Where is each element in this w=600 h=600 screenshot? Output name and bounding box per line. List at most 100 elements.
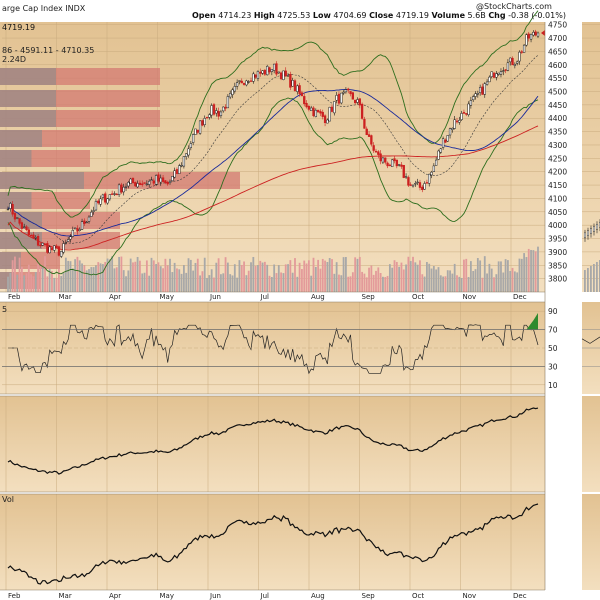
volume-bar — [409, 261, 412, 292]
candle-body — [435, 159, 438, 166]
candle-body — [115, 193, 118, 196]
volume-bar — [199, 275, 201, 292]
volume-bar — [34, 272, 37, 292]
candle-body — [222, 106, 225, 112]
volume-bar — [525, 257, 528, 292]
candle-body — [173, 170, 176, 178]
candle-body — [328, 106, 331, 122]
volume-bar — [14, 256, 16, 292]
candle-body — [411, 184, 415, 187]
volume-bar — [349, 276, 352, 292]
candle-body — [421, 186, 424, 191]
volume-bar — [182, 265, 185, 292]
volume-bar — [347, 276, 350, 292]
month-axis: Feb Feb Mar Mar Apr Apr May May Jun Jun Jul Jul Aug A… — [0, 22, 546, 600]
candle-body — [240, 80, 243, 84]
candle-body — [291, 80, 294, 87]
cumulative-line — [7, 407, 539, 475]
volume-bar — [25, 273, 28, 292]
volume-bar — [132, 262, 134, 292]
candle-body — [238, 80, 241, 82]
candle-body — [354, 99, 357, 104]
volume-bar — [497, 261, 500, 292]
candle-body — [150, 179, 153, 181]
volume-bar — [307, 260, 310, 292]
volume-bar — [361, 271, 364, 292]
candle-body — [377, 151, 380, 155]
month-label: Apr — [109, 293, 121, 301]
volume-bar — [129, 258, 132, 292]
candle-body — [397, 164, 401, 166]
volume-bar — [502, 272, 505, 292]
volume-bar — [166, 265, 169, 292]
volume-bar — [518, 258, 521, 292]
candle-body — [247, 81, 250, 83]
volume-bar — [83, 265, 86, 292]
volume-bar — [92, 267, 95, 292]
volume-bar — [11, 260, 14, 292]
candle-body — [203, 118, 206, 125]
header-index-title: arge Cap Index INDX — [2, 4, 86, 13]
volume-bar — [391, 267, 394, 292]
volume-bar — [48, 268, 51, 292]
volume-bar — [252, 256, 255, 292]
vbp-bar-up — [0, 130, 42, 147]
candle-body — [178, 165, 181, 174]
volume-bar — [203, 257, 206, 292]
side-volume-bar — [596, 262, 598, 292]
volume-bar — [463, 259, 465, 292]
candle-body — [161, 177, 165, 182]
rsi-tick-label: 10 — [548, 381, 558, 390]
side-volume-bar — [590, 266, 592, 292]
candle-body — [104, 193, 107, 203]
rsi-line — [8, 313, 539, 375]
volume-bar — [356, 258, 359, 292]
volume-bar — [345, 256, 347, 292]
bollinger-bands — [7, 10, 539, 276]
volume-bar — [328, 258, 331, 292]
candle-body — [326, 119, 329, 124]
volume-bar — [231, 275, 234, 292]
candle-body — [110, 193, 114, 195]
candle-body — [205, 117, 209, 119]
volume-bar — [173, 262, 176, 292]
candle-body — [474, 93, 477, 97]
candle-body — [50, 247, 54, 251]
candle-body — [469, 100, 473, 106]
candle-body — [532, 31, 535, 36]
y-tick-label: 4250 — [548, 154, 567, 163]
volume-bar — [530, 249, 532, 292]
candle-body — [381, 157, 385, 163]
rsi-tick-label: 50 — [548, 344, 558, 353]
volume-bar — [169, 258, 171, 292]
volume-bar — [321, 258, 324, 292]
candle-body — [499, 71, 503, 75]
volume-bar — [85, 270, 88, 292]
candle-body — [444, 139, 447, 143]
price-candles — [6, 29, 540, 259]
candle-body — [437, 150, 440, 160]
vbp-bar-up — [0, 150, 32, 167]
candle-body — [97, 200, 100, 204]
volume-bar — [58, 268, 60, 292]
candle-body — [388, 164, 392, 167]
candle-body — [483, 83, 486, 95]
candle-body — [34, 237, 37, 239]
volume-bar — [435, 269, 438, 292]
side-cum-panel-bg — [582, 396, 600, 492]
candle-body — [428, 173, 431, 184]
month-label-bottom: Feb — [8, 592, 21, 600]
volume-bar — [310, 275, 313, 292]
volume-bar — [453, 263, 456, 292]
volume-bar — [395, 261, 398, 292]
candle-body — [300, 92, 304, 97]
candle-body — [478, 87, 482, 93]
volume-bar — [185, 272, 188, 292]
rsi-overbought-fill — [526, 313, 538, 330]
candle-body — [76, 228, 79, 232]
candle-body — [57, 246, 61, 256]
candle-body — [425, 182, 429, 184]
volume-bar — [76, 256, 79, 292]
volume-bar — [74, 259, 77, 292]
volume-bar — [483, 256, 486, 292]
